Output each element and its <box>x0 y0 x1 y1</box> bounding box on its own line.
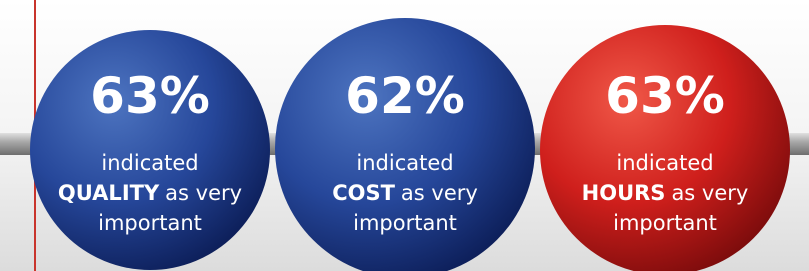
emphasis: QUALITY <box>58 181 160 205</box>
rest: as very <box>671 181 748 205</box>
line-1: indicated <box>616 151 713 175</box>
line-3: important <box>353 211 457 235</box>
stat: 63% <box>90 67 210 125</box>
line-1: indicated <box>356 151 453 175</box>
rest: as very <box>401 181 478 205</box>
line-1: indicated <box>101 151 198 175</box>
emphasis: HOURS <box>582 181 666 205</box>
canvas: 63%indicatedQUALITYas veryimportant62%in… <box>0 0 809 271</box>
rest: as very <box>165 181 242 205</box>
stat: 63% <box>605 67 725 125</box>
line-3: important <box>613 211 717 235</box>
emphasis: COST <box>332 181 395 205</box>
stat: 62% <box>345 67 465 125</box>
infographic: 63%indicatedQUALITYas veryimportant62%in… <box>0 0 809 271</box>
line-3: important <box>98 211 202 235</box>
